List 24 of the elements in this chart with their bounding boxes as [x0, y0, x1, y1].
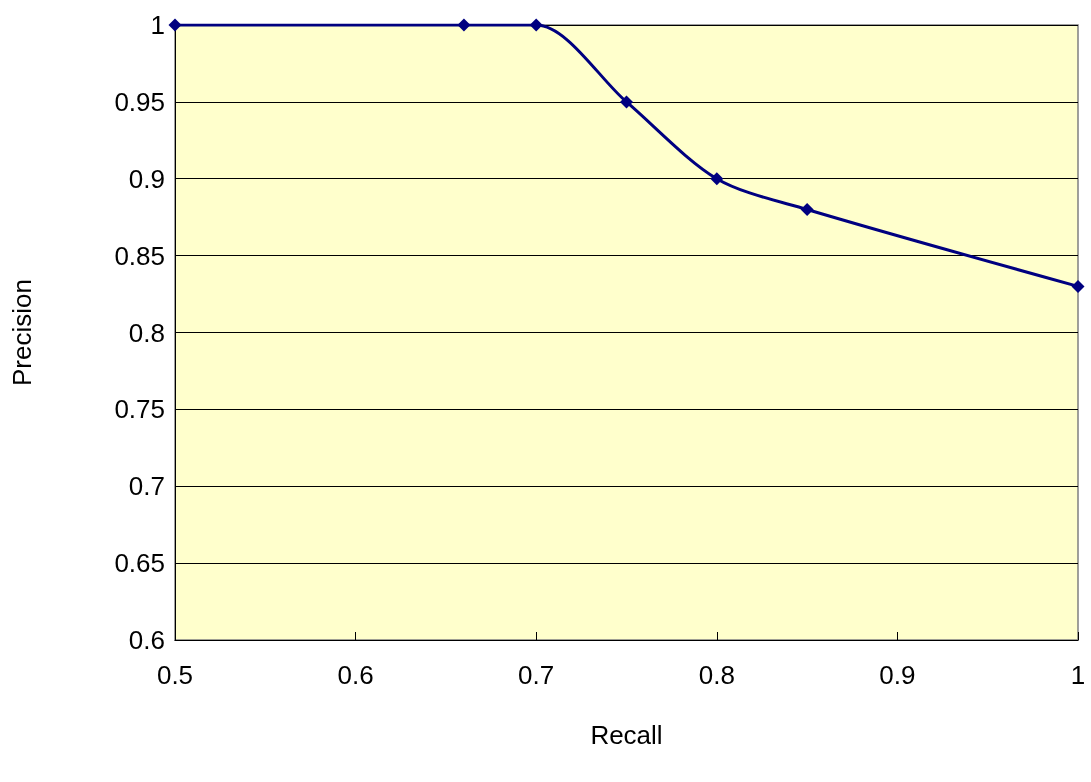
x-axis-title: Recall [590, 720, 663, 750]
y-axis-title: Precision [7, 279, 37, 386]
y-tick-label: 0.6 [128, 625, 165, 655]
y-tick-label: 0.85 [114, 240, 165, 271]
x-tick-label: 0.6 [337, 660, 374, 690]
point [1071, 279, 1085, 293]
x-tick-label: 0.8 [698, 660, 735, 690]
point [457, 18, 471, 32]
x-tick-label: 1 [1070, 660, 1086, 690]
point [529, 18, 543, 32]
point [800, 203, 814, 216]
y-tick-label: 0.95 [114, 86, 165, 117]
y-tick-label: 0.65 [114, 548, 165, 579]
y-tick-label: 0.9 [128, 163, 165, 194]
point [710, 172, 724, 186]
point [168, 18, 182, 32]
point [620, 95, 633, 109]
y-tick-label: 0.8 [128, 317, 165, 348]
y-tick-label: 1 [150, 10, 165, 40]
y-tick-label: 0.75 [114, 394, 165, 425]
x-tick-label: 0.7 [518, 660, 555, 690]
x-tick-label: 0.5 [156, 660, 194, 690]
y-tick-label: 0.7 [128, 471, 165, 502]
x-tick-label: 0.9 [879, 660, 916, 690]
